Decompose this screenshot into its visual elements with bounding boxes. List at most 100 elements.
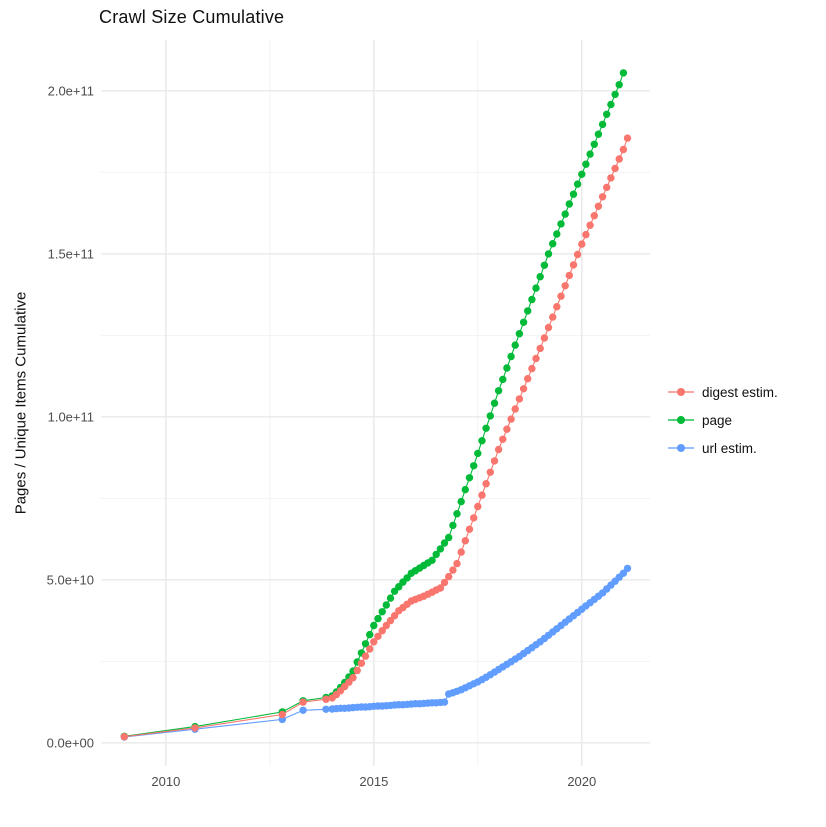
data-point-page (515, 330, 524, 338)
data-point-page (499, 375, 507, 384)
data-point-digest-estim (299, 698, 307, 706)
data-point-digest-estim (490, 457, 499, 465)
data-point-page (486, 412, 494, 420)
x-tick-label: 2015 (359, 774, 388, 789)
data-point-digest-estim (445, 572, 453, 581)
legend-key-dot (677, 416, 685, 424)
data-point-page (544, 250, 553, 258)
data-point-digest-estim (386, 616, 395, 625)
data-point-digest-estim (590, 212, 598, 220)
data-point-page (532, 284, 540, 292)
data-point-digest-estim (540, 334, 549, 342)
y-tick-label: 2.0e+11 (48, 83, 94, 98)
data-point-digest-estim (615, 155, 623, 163)
y-tick-label: 1.5e+11 (48, 246, 94, 261)
data-point-digest-estim (353, 666, 361, 675)
data-point-digest-estim (457, 548, 465, 556)
data-point-digest-estim (524, 375, 532, 383)
data-point-page (582, 160, 590, 168)
data-point-digest-estim (465, 525, 474, 533)
data-point-digest-estim (594, 202, 603, 210)
data-point-url-estim (322, 705, 330, 713)
data-point-page (561, 210, 569, 218)
data-point-page (449, 521, 457, 530)
data-point-page (528, 295, 536, 304)
data-point-digest-estim (440, 578, 449, 587)
data-point-page (432, 550, 440, 559)
data-point-digest-estim (478, 491, 486, 499)
data-point-digest-estim (357, 659, 366, 667)
data-point-page (370, 621, 378, 630)
data-point-page (549, 240, 557, 248)
data-point-digest-estim (486, 468, 494, 476)
data-point-page (453, 510, 461, 518)
data-point-page (470, 462, 478, 470)
data-point-page (557, 220, 565, 228)
data-point-digest-estim (573, 250, 582, 259)
data-point-digest-estim (532, 354, 540, 363)
series-line-page (124, 72, 624, 737)
legend-key-dot (677, 444, 685, 452)
data-point-digest-estim (611, 164, 619, 173)
data-point-digest-estim (474, 502, 482, 511)
data-point-page (378, 608, 386, 616)
data-point-url-estim (619, 569, 628, 577)
y-tick-label: 5.0e+10 (47, 572, 94, 587)
legend: digest estim. page url estim. (668, 378, 778, 462)
data-point-digest-estim (569, 261, 578, 269)
data-point-digest-estim (503, 425, 511, 433)
legend-key-icon (668, 385, 694, 399)
data-point-digest-estim (603, 183, 611, 192)
data-point-digest-estim (586, 221, 594, 229)
data-point-digest-estim (366, 645, 374, 653)
data-point-page (615, 81, 623, 89)
data-point-digest-estim (482, 480, 490, 488)
data-point-page (478, 437, 486, 445)
data-point-page (590, 140, 598, 148)
data-point-digest-estim (470, 514, 478, 522)
data-point-page (440, 539, 449, 547)
data-point-digest-estim (515, 395, 524, 403)
data-point-digest-estim (557, 292, 565, 300)
data-point-page (536, 273, 544, 281)
data-point-digest-estim (528, 364, 536, 373)
data-point-page (565, 200, 573, 208)
data-point-digest-estim (561, 282, 569, 290)
data-point-page (494, 387, 503, 395)
data-point-page (540, 261, 549, 269)
data-point-page (374, 614, 382, 623)
data-point-digest-estim (598, 193, 607, 201)
data-point-digest-estim (349, 674, 357, 682)
data-point-digest-estim (494, 445, 503, 454)
x-tick-label: 2020 (567, 774, 596, 789)
data-point-url-estim (440, 698, 449, 706)
data-point-digest-estim (623, 134, 632, 142)
data-point-page (474, 449, 482, 458)
data-point-digest-estim (370, 638, 378, 646)
data-point-page (428, 556, 436, 564)
data-point-digest-estim (461, 537, 469, 545)
data-point-page (594, 130, 603, 138)
legend-item-label: url estim. (702, 440, 757, 456)
series-line-url-estim (124, 568, 628, 738)
data-point-page (445, 533, 453, 542)
data-point-page (457, 497, 465, 506)
data-point-digest-estim (582, 230, 590, 239)
y-tick-label: 1.0e+11 (48, 409, 94, 424)
data-point-digest-estim (278, 710, 286, 719)
data-point-page (490, 399, 499, 407)
legend-key-dot (677, 388, 685, 396)
data-point-page (386, 594, 395, 602)
data-point-digest-estim (553, 303, 561, 311)
data-point-url-estim (623, 564, 632, 573)
data-point-page (382, 601, 390, 609)
data-point-page (366, 630, 374, 639)
data-point-digest-estim (453, 559, 461, 568)
data-point-digest-estim (361, 652, 370, 660)
legend-item-label: page (702, 412, 733, 428)
data-point-digest-estim (511, 405, 519, 413)
data-point-digest-estim (390, 612, 399, 620)
legend-item-url-estim: url estim. (668, 434, 778, 462)
data-point-digest-estim (382, 621, 390, 630)
